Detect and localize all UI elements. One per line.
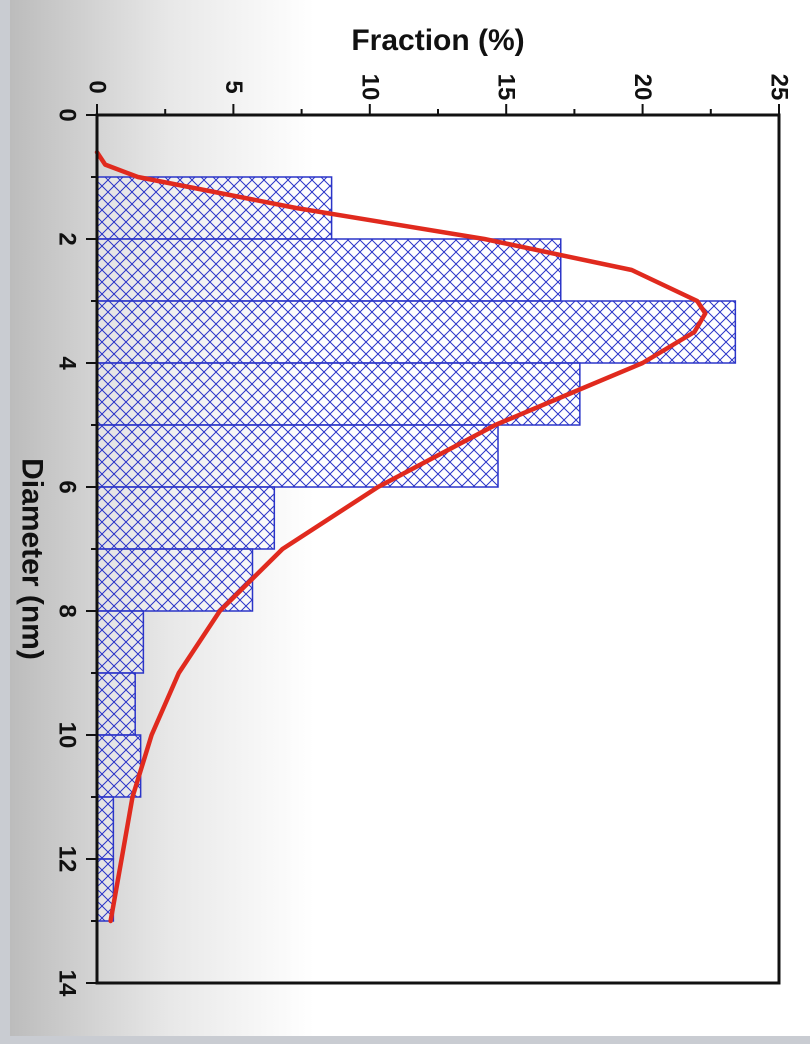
bar-9-10 xyxy=(96,672,136,736)
x-axis-ticks: 0 2 4 6 8 10 12 14 xyxy=(54,108,97,997)
x-axis-title: Diameter (nm) xyxy=(16,458,49,660)
bar-6-7 xyxy=(96,486,276,550)
window-frame-bottom xyxy=(0,1036,810,1044)
bar-5-6 xyxy=(96,424,499,488)
bar-10-11 xyxy=(96,734,142,798)
y-tick-label: 10 xyxy=(356,74,383,101)
x-tick-label: 8 xyxy=(54,604,81,617)
window-frame-left xyxy=(0,0,10,1044)
x-tick-label: 2 xyxy=(54,232,81,245)
y-tick-label: 0 xyxy=(84,80,111,93)
x-tick-label: 4 xyxy=(54,356,81,370)
bar-11-12 xyxy=(96,796,115,860)
x-tick-label: 0 xyxy=(54,108,81,121)
y-tick-label: 5 xyxy=(220,80,247,93)
y-axis-title: Fraction (%) xyxy=(351,24,524,57)
y-tick-label: 25 xyxy=(766,74,793,101)
x-tick-label: 14 xyxy=(54,970,81,997)
bar-2-3 xyxy=(96,238,562,302)
x-tick-label: 6 xyxy=(54,480,81,493)
y-tick-label: 15 xyxy=(493,74,520,101)
bar-3-4 xyxy=(96,300,737,364)
fit-curve xyxy=(94,149,708,924)
y-tick-label: 20 xyxy=(629,74,656,101)
y-axis-ticks: 0 5 10 15 20 25 xyxy=(84,74,793,115)
x-tick-label: 10 xyxy=(54,722,81,749)
bar-4-5 xyxy=(96,362,581,426)
bar-7-8 xyxy=(96,548,254,612)
x-tick-label: 12 xyxy=(54,846,81,873)
bar-8-9 xyxy=(96,610,145,674)
